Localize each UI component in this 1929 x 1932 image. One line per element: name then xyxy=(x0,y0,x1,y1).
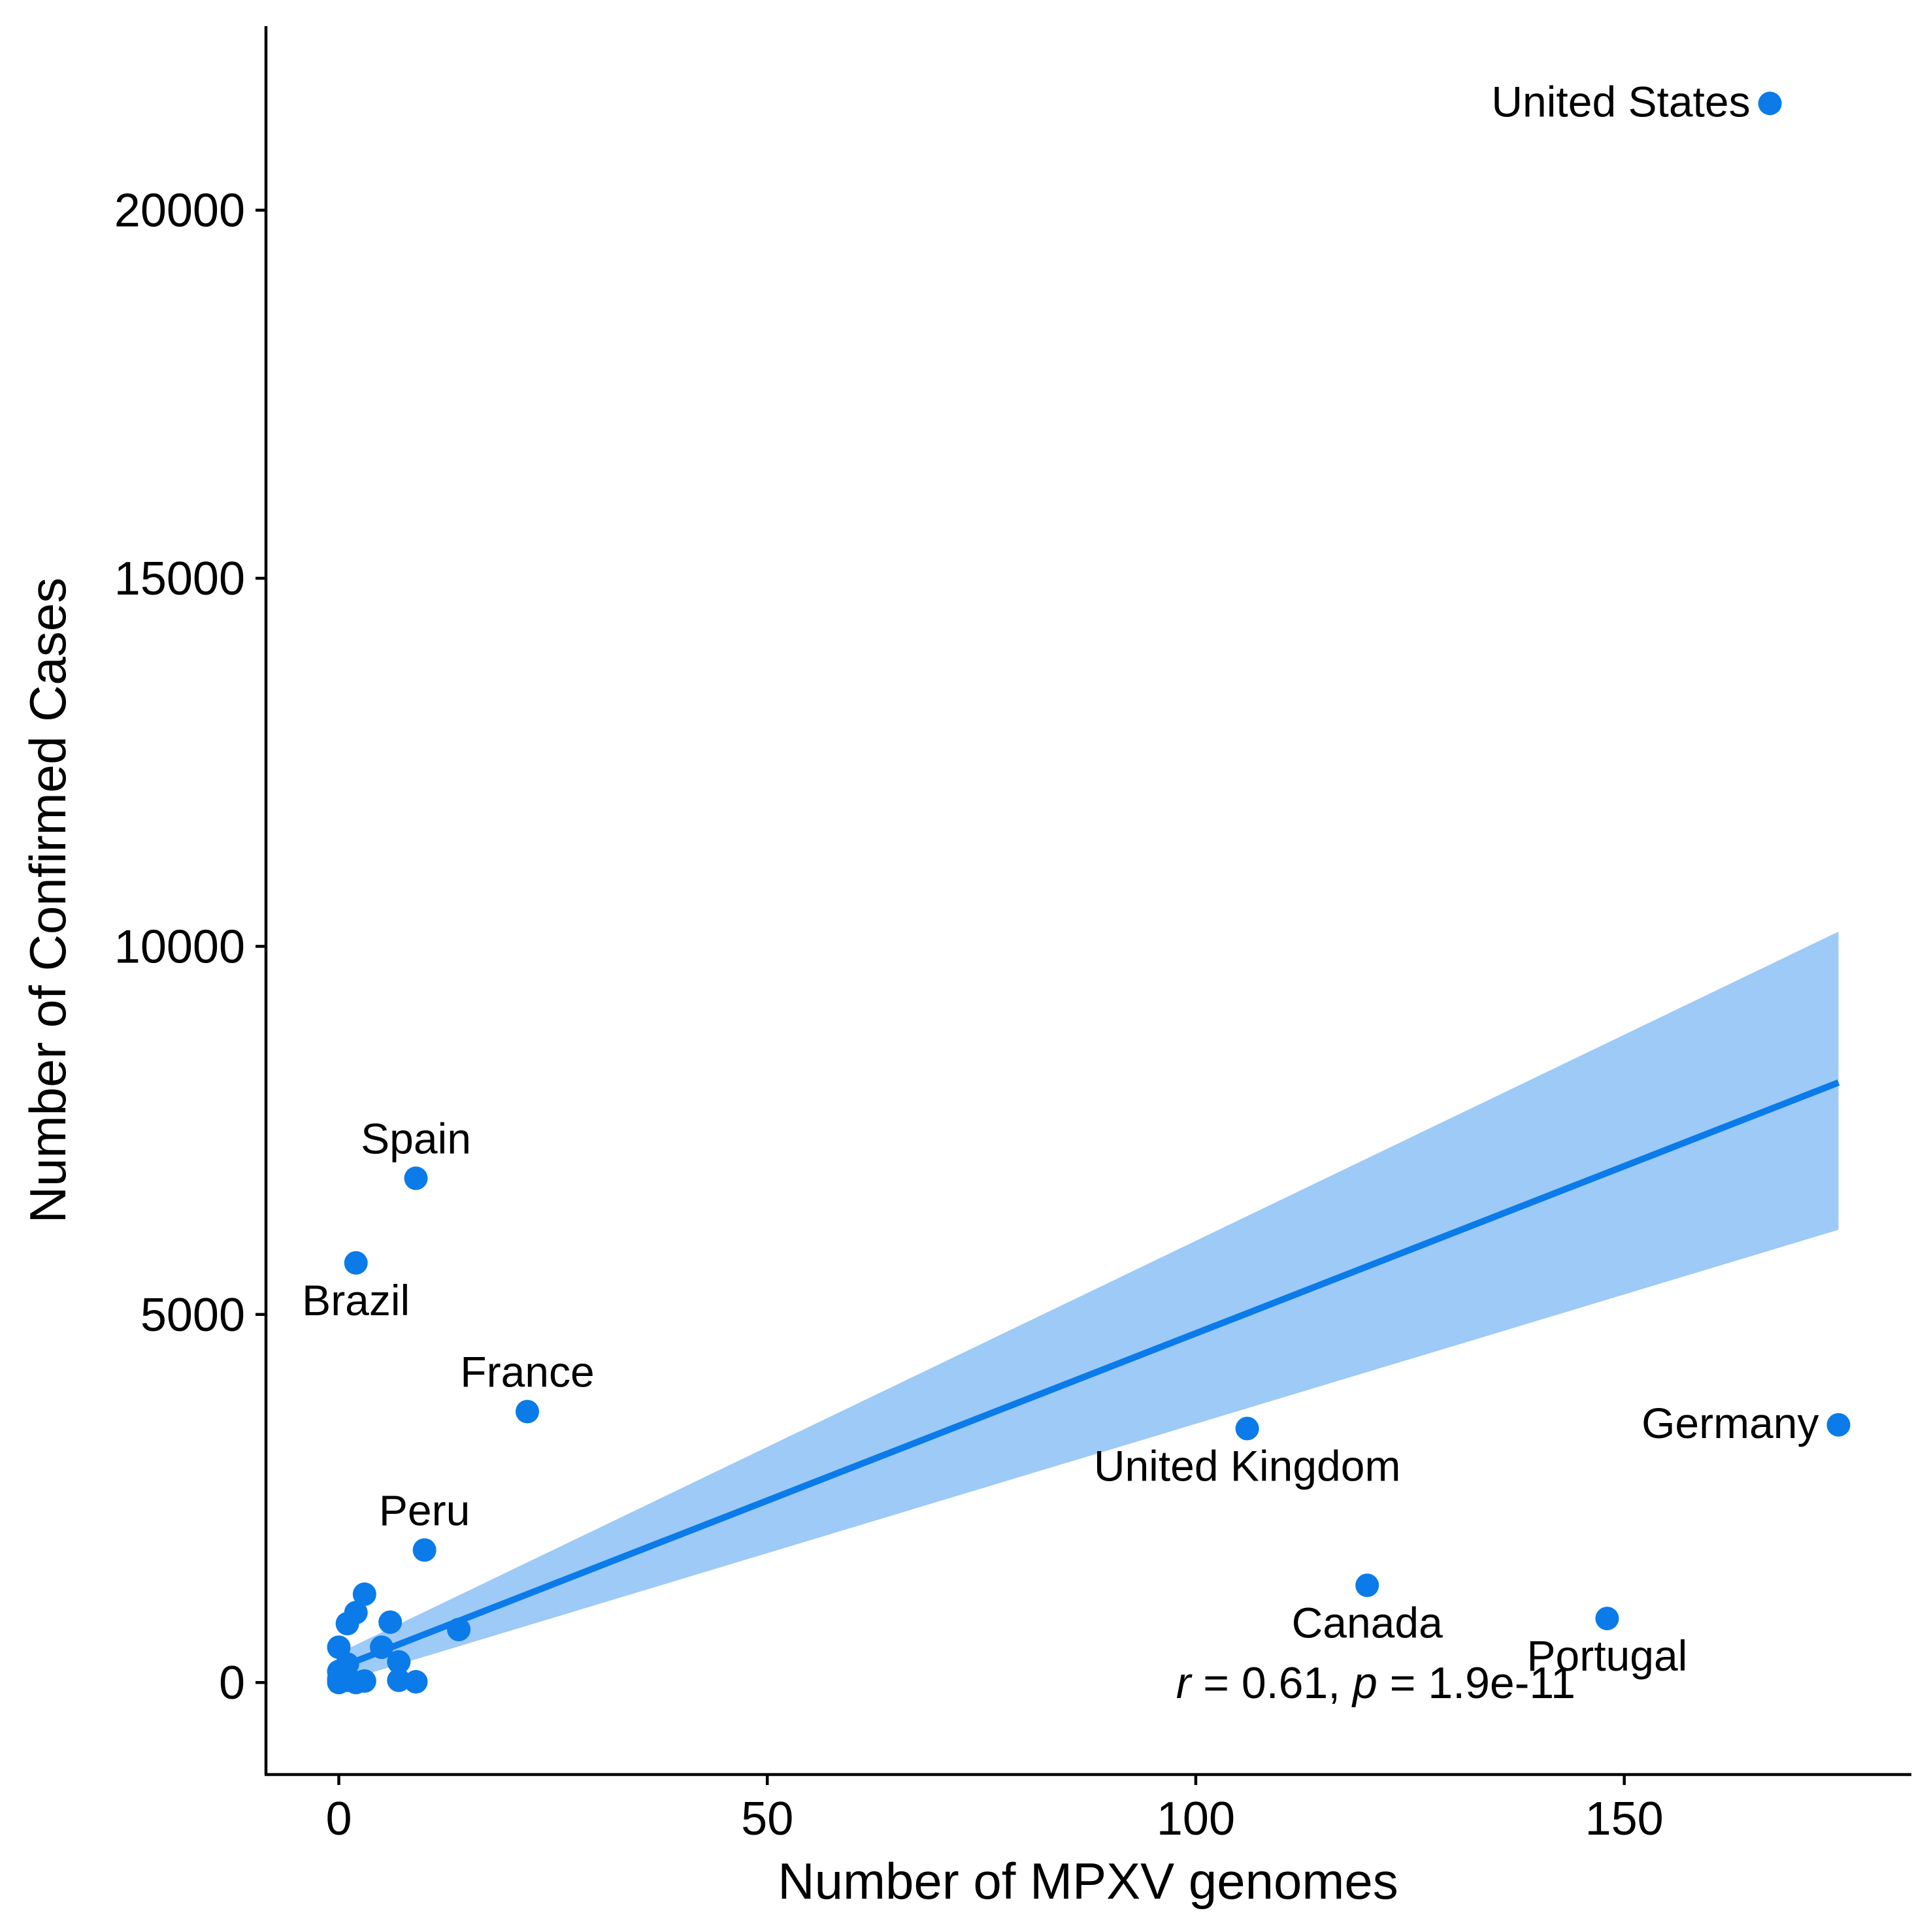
data-point xyxy=(404,1670,428,1694)
data-point xyxy=(412,1538,437,1562)
regression-line-layer xyxy=(337,1079,1840,1671)
x-tick-label: 150 xyxy=(1585,1793,1664,1845)
y-tick-label: 15000 xyxy=(114,553,245,605)
x-tick-label: 50 xyxy=(741,1793,793,1845)
confidence-band-layer xyxy=(338,931,1839,1683)
y-tick-label: 5000 xyxy=(140,1289,245,1341)
y-tick-label: 20000 xyxy=(114,185,245,237)
data-point xyxy=(370,1635,394,1660)
x-axis-title: Number of MPXV genomes xyxy=(778,1852,1398,1910)
point-label: Brazil xyxy=(302,1276,410,1324)
point-label: Germany xyxy=(1641,1399,1819,1447)
data-point xyxy=(1826,1413,1851,1437)
data-point xyxy=(1595,1607,1619,1631)
y-axis-ticks: 0 5000 10000 15000 20000 xyxy=(114,185,266,1709)
point-label: Canada xyxy=(1292,1598,1443,1646)
x-tick-label: 100 xyxy=(1157,1793,1235,1845)
data-point xyxy=(344,1251,368,1275)
data-point xyxy=(387,1650,411,1674)
data-point xyxy=(1355,1573,1379,1597)
x-tick-label: 0 xyxy=(325,1793,352,1845)
data-point xyxy=(352,1669,376,1693)
data-point xyxy=(335,1612,359,1636)
y-axis-title: Number of Confirmed Cases xyxy=(19,578,76,1223)
point-label: United States xyxy=(1491,77,1750,125)
data-point xyxy=(1235,1416,1259,1441)
data-points-layer xyxy=(327,91,1851,1695)
confidence-band xyxy=(338,931,1839,1683)
data-point xyxy=(1758,91,1782,116)
correlation-annotation: r = 0.61, p = 1.9e-11 xyxy=(1176,1658,1575,1708)
point-label: United Kingdom xyxy=(1094,1441,1401,1490)
data-point xyxy=(352,1582,376,1606)
point-label: France xyxy=(460,1348,594,1396)
x-axis-ticks: 0 50 100 150 xyxy=(325,1775,1664,1845)
point-label: Spain xyxy=(361,1114,471,1162)
data-point xyxy=(515,1400,539,1424)
point-labels-layer: United States Spain Brazil France United Kin… xyxy=(302,77,1819,1680)
data-point xyxy=(378,1610,403,1634)
y-tick-label: 10000 xyxy=(114,921,245,973)
regression-line xyxy=(337,1079,1840,1671)
point-label: Portugal xyxy=(1527,1631,1688,1680)
data-point xyxy=(387,1668,411,1692)
point-label: Peru xyxy=(379,1486,470,1534)
data-point xyxy=(404,1166,428,1190)
y-tick-label: 0 xyxy=(219,1657,245,1709)
data-point xyxy=(447,1618,471,1642)
